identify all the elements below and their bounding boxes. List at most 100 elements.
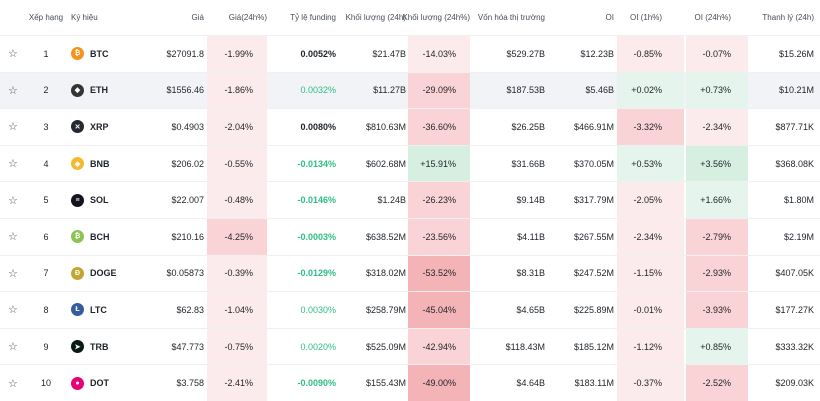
volume-change-cell: -42.94%: [408, 328, 470, 365]
oi24h-cell: -2.52%: [686, 365, 748, 401]
volume-cell: $11.27B: [373, 85, 406, 96]
favorite-star-icon[interactable]: ☆: [8, 341, 18, 354]
volume-cell: $525.09M: [365, 341, 406, 352]
header-mcap[interactable]: Vốn hóa thị trường: [477, 13, 545, 22]
table-row[interactable]: ☆ 2 ◆ ETH $1556.46 -1.86% 0.0032% $11.27B -29.09…: [0, 71, 820, 109]
oi24h-value: -3.93%: [702, 304, 731, 315]
oi1h-value: -3.32%: [633, 121, 662, 132]
symbol-cell[interactable]: ₿ BTC: [71, 36, 109, 72]
header-rank[interactable]: Xếp hạng: [28, 13, 64, 22]
table-row[interactable]: ☆ 6 ₿ BCH $210.16 -4.25% -0.0003% $638.52M -23.5…: [0, 217, 820, 255]
price-cell: $62.83: [176, 304, 204, 315]
oi24h-cell: +1.66%: [686, 182, 748, 218]
symbol-cell[interactable]: ➤ TRB: [71, 329, 109, 365]
ltc-icon: Ł: [71, 303, 84, 317]
oi24h-cell: +3.56%: [686, 145, 748, 182]
funding-cell: -0.0134%: [297, 158, 336, 169]
price-cell: $47.773: [171, 341, 204, 352]
header-oi1h[interactable]: OI (1h%): [629, 13, 662, 22]
volume-cell: $638.52M: [365, 231, 406, 242]
oi-cell: $185.12M: [573, 341, 614, 352]
price-cell: $0.05873: [166, 268, 204, 279]
oi1h-value: -2.34%: [633, 231, 662, 242]
doge-icon: Ð: [71, 266, 84, 280]
favorite-star-icon[interactable]: ☆: [8, 121, 18, 134]
rank-cell: 4: [43, 158, 49, 169]
symbol-cell[interactable]: ₿ BCH: [71, 219, 110, 255]
volume-cell: $810.63M: [365, 121, 406, 132]
favorite-star-icon[interactable]: ☆: [8, 84, 18, 97]
liq-cell: $10.21M: [778, 85, 814, 96]
funding-cell: 0.0080%: [300, 121, 336, 132]
oi24h-value: -2.93%: [702, 268, 731, 279]
oi24h-cell: -3.93%: [686, 292, 748, 328]
symbol-cell[interactable]: ● DOT: [71, 365, 109, 401]
favorite-star-icon[interactable]: ☆: [8, 377, 18, 390]
oi1h-value: -0.85%: [633, 48, 662, 59]
liq-cell: $333.32K: [775, 341, 814, 352]
oi24h-cell: -2.34%: [686, 109, 748, 145]
mcap-cell: $9.14B: [516, 195, 545, 206]
volume-cell: $155.43M: [365, 378, 406, 389]
change24-cell: -1.99%: [207, 36, 267, 72]
favorite-star-icon[interactable]: ☆: [8, 158, 18, 171]
favorite-star-icon[interactable]: ☆: [8, 194, 18, 207]
symbol-label: BTC: [90, 48, 109, 59]
rank-cell: 9: [43, 341, 49, 352]
rank-cell: 2: [43, 85, 49, 96]
table-row[interactable]: ☆ 8 Ł LTC $62.83 -1.04% 0.0030% $258.79M -45.04%…: [0, 291, 820, 328]
symbol-cell[interactable]: ◈ BNB: [71, 146, 110, 182]
table-row[interactable]: ☆ 7 Ð DOGE $0.05873 -0.39% -0.0129% $318.02M -53…: [0, 254, 820, 292]
oi1h-cell: -3.32%: [617, 109, 684, 145]
change24-value: -0.39%: [224, 268, 253, 279]
symbol-label: DOT: [90, 378, 109, 389]
oi-cell: $183.11M: [574, 378, 614, 389]
price-cell: $0.4903: [171, 121, 204, 132]
symbol-cell[interactable]: ≡ SOL: [71, 182, 109, 218]
mcap-cell: $118.43M: [505, 341, 545, 352]
volume-change-cell: -23.56%: [408, 218, 470, 255]
symbol-cell[interactable]: ✕ XRP: [71, 109, 109, 145]
table-row[interactable]: ☆ 9 ➤ TRB $47.773 -0.75% 0.0020% $525.09M -42.94…: [0, 327, 820, 365]
table-row[interactable]: ☆ 1 ₿ BTC $27091.8 -1.99% 0.0052% $21.47B -14.03…: [0, 35, 820, 72]
volume-change-value: -49.00%: [422, 378, 456, 389]
volume-change-value: -26.23%: [422, 195, 456, 206]
funding-cell: -0.0090%: [297, 378, 336, 389]
header-symbol[interactable]: Ký hiệu: [71, 13, 98, 22]
rank-cell: 8: [43, 304, 49, 315]
rank-cell: 10: [40, 378, 51, 389]
oi1h-cell: -0.01%: [617, 292, 684, 328]
header-volume-change[interactable]: Khối lượng (24h%): [402, 13, 470, 22]
volume-change-cell: -36.60%: [408, 109, 470, 145]
header-change24[interactable]: Giá(24h%): [228, 13, 267, 22]
header-liq[interactable]: Thanh lý (24h): [762, 13, 814, 22]
mcap-cell: $4.11B: [517, 231, 545, 242]
symbol-cell[interactable]: ◆ ETH: [71, 73, 108, 109]
header-oi[interactable]: OI: [605, 13, 614, 22]
table-row[interactable]: ☆ 4 ◈ BNB $206.02 -0.55% -0.0134% $602.68M +15.9…: [0, 144, 820, 182]
table-row[interactable]: ☆ 5 ≡ SOL $22.007 -0.48% -0.0146% $1.24B -26.23%…: [0, 181, 820, 218]
rank-cell: 6: [43, 231, 49, 242]
header-oi24h[interactable]: OI (24h%): [694, 13, 731, 22]
change24-value: -0.48%: [224, 195, 253, 206]
header-price[interactable]: Giá: [191, 13, 204, 22]
oi1h-cell: -0.37%: [617, 365, 684, 401]
header-volume[interactable]: Khối lượng (24h): [345, 13, 406, 22]
table-row[interactable]: ☆ 10 ● DOT $3.758 -2.41% -0.0090% $155.43M -49.0…: [0, 364, 820, 401]
volume-change-value: -29.09%: [422, 85, 456, 96]
favorite-star-icon[interactable]: ☆: [8, 304, 18, 317]
favorite-star-icon[interactable]: ☆: [8, 48, 18, 61]
symbol-label: BNB: [90, 158, 110, 169]
bch-icon: ₿: [71, 230, 84, 244]
liq-cell: $15.26M: [778, 48, 814, 59]
favorite-star-icon[interactable]: ☆: [8, 231, 18, 244]
bnb-icon: ◈: [71, 157, 84, 171]
table-row[interactable]: ☆ 3 ✕ XRP $0.4903 -2.04% 0.0080% $810.63M -36.60…: [0, 108, 820, 145]
symbol-cell[interactable]: Ð DOGE: [71, 256, 117, 292]
symbol-cell[interactable]: Ł LTC: [71, 292, 107, 328]
favorite-star-icon[interactable]: ☆: [8, 267, 18, 280]
header-funding[interactable]: Tỷ lệ funding: [290, 13, 336, 22]
volume-cell: $258.79M: [365, 304, 406, 315]
symbol-label: TRB: [90, 341, 109, 352]
mcap-cell: $529.27B: [506, 48, 545, 59]
